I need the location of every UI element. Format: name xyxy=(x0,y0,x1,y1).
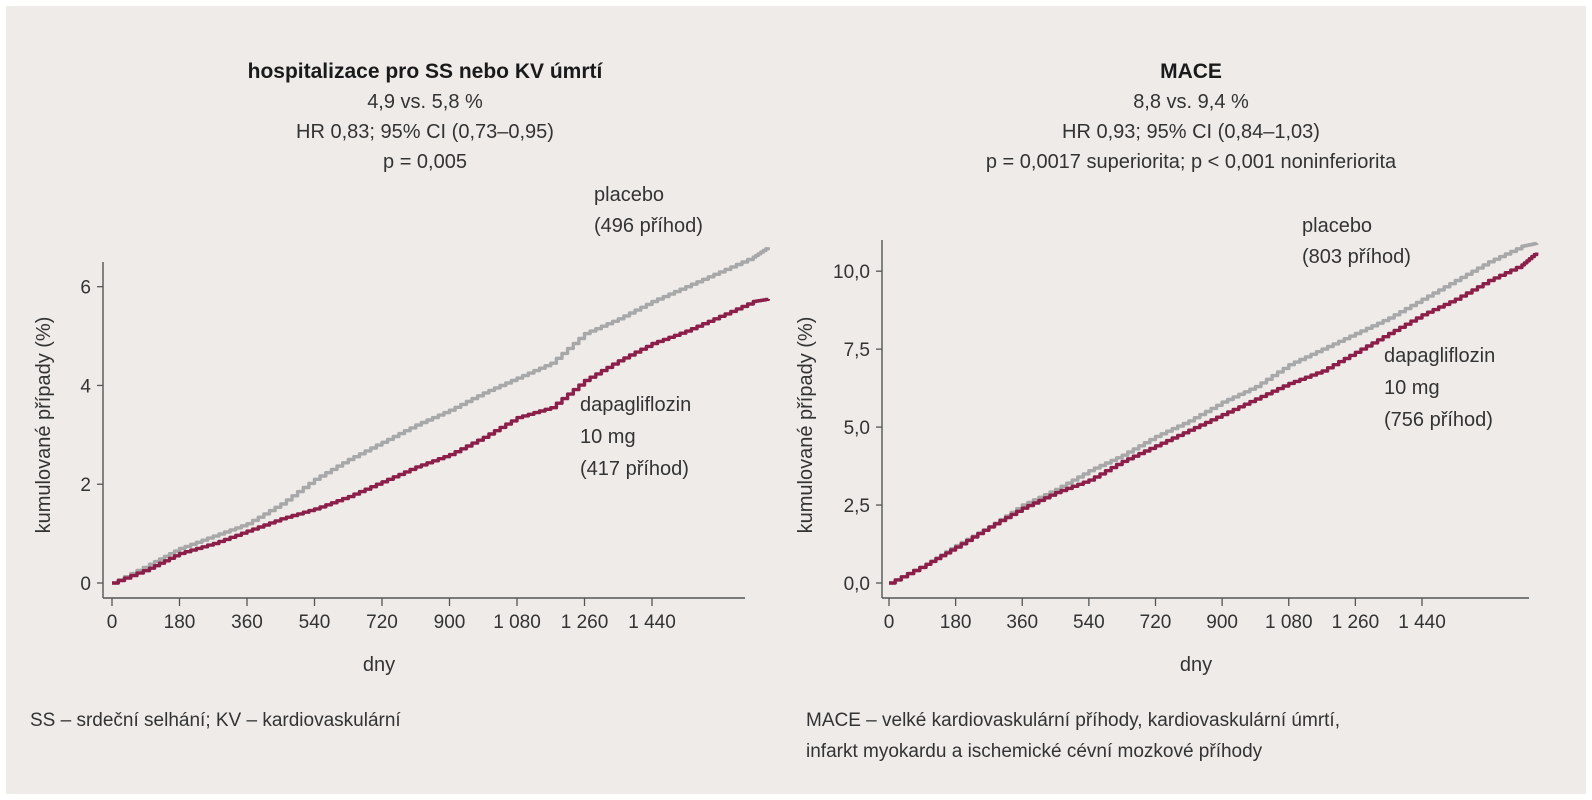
x-tick-label: 720 xyxy=(366,612,398,633)
y-tick-label: 0,0 xyxy=(844,574,870,595)
dapagliflozin-dose-label: 10 mg xyxy=(580,426,636,448)
dapagliflozin-events-label: (417 příhod) xyxy=(580,458,689,480)
chart-title: hospitalizace pro SS nebo KV úmrtí xyxy=(248,60,604,83)
y-tick-label: 2,5 xyxy=(844,496,870,517)
x-tick-label: 360 xyxy=(1006,612,1038,633)
footnote-line-1: MACE – velké kardiovaskulární příhody, k… xyxy=(806,710,1340,731)
x-tick-label: 1 440 xyxy=(628,612,676,633)
x-tick-label: 900 xyxy=(434,612,466,633)
chart-title: MACE xyxy=(1160,60,1222,83)
x-tick-label: 540 xyxy=(1073,612,1105,633)
x-tick-label: 720 xyxy=(1140,612,1172,633)
chart-subtitle-rate: 4,9 vs. 5,8 % xyxy=(367,91,483,113)
chart-right: MACE 8,8 vs. 9,4 % HR 0,93; 95% CI (0,84… xyxy=(795,60,1539,762)
x-tick-label: 0 xyxy=(107,612,118,633)
x-axis-label: dny xyxy=(1180,654,1212,676)
y-tick-label: 7,5 xyxy=(844,340,870,361)
x-tick-label: 1 440 xyxy=(1398,612,1446,633)
dapagliflozin-events-label: (756 příhod) xyxy=(1384,409,1493,431)
placebo-label: placebo xyxy=(594,184,664,206)
series-line-dapagliflozin xyxy=(112,297,770,585)
chart-subtitle-hr: HR 0,93; 95% CI (0,84–1,03) xyxy=(1062,121,1320,143)
plot-area: 0 2 4 6 0 180 360 540 720 900 1 080 1 260 1 440 xyxy=(80,247,770,633)
chart-subtitle-rate: 8,8 vs. 9,4 % xyxy=(1133,91,1249,113)
footnote-line: SS – srdeční selhání; KV – kardiovaskulá… xyxy=(30,710,401,731)
chart-subtitle-hr: HR 0,83; 95% CI (0,73–0,95) xyxy=(296,121,554,143)
x-tick-label: 1 080 xyxy=(1265,612,1313,633)
x-tick-label: 540 xyxy=(299,612,331,633)
chart-subtitle-p: p = 0,005 xyxy=(383,151,467,173)
series-line-placebo xyxy=(112,247,770,585)
placebo-label: placebo xyxy=(1302,215,1372,237)
x-axis-label: dny xyxy=(363,654,395,676)
y-tick-label: 5,0 xyxy=(844,418,870,439)
placebo-events-label: (803 příhod) xyxy=(1302,246,1411,268)
dapagliflozin-label: dapagliflozin xyxy=(580,394,691,416)
dapagliflozin-dose-label: 10 mg xyxy=(1384,377,1440,399)
y-tick-label: 10,0 xyxy=(833,262,870,283)
y-axis-label: kumulované případy (%) xyxy=(795,317,817,534)
x-tick-label: 360 xyxy=(231,612,263,633)
x-tick-label: 1 260 xyxy=(1332,612,1380,633)
plot-area: 0,0 2,5 5,0 7,5 10,0 0 180 360 540 720 900 1 080 1 2… xyxy=(833,240,1539,633)
y-tick-label: 6 xyxy=(80,278,91,299)
x-tick-label: 1 080 xyxy=(493,612,541,633)
footnote-line-2: infarkt myokardu a ischemické cévní mozk… xyxy=(806,741,1263,762)
chart-left: hospitalizace pro SS nebo KV úmrtí 4,9 v… xyxy=(30,60,770,731)
y-axis-label: kumulované případy (%) xyxy=(33,317,55,534)
x-tick-label: 900 xyxy=(1206,612,1238,633)
x-tick-label: 180 xyxy=(940,612,972,633)
chart-subtitle-p: p = 0,0017 superiorita; p < 0,001 noninf… xyxy=(986,151,1397,173)
x-tick-label: 1 260 xyxy=(561,612,609,633)
y-tick-label: 0 xyxy=(80,574,91,595)
x-tick-label: 0 xyxy=(884,612,895,633)
placebo-events-label: (496 příhod) xyxy=(594,215,703,237)
y-tick-label: 4 xyxy=(80,376,91,397)
series-line-dapagliflozin xyxy=(889,252,1539,585)
dapagliflozin-label: dapagliflozin xyxy=(1384,345,1495,367)
y-tick-label: 2 xyxy=(80,475,91,496)
x-tick-label: 180 xyxy=(164,612,196,633)
figure-panel xyxy=(6,6,1586,794)
